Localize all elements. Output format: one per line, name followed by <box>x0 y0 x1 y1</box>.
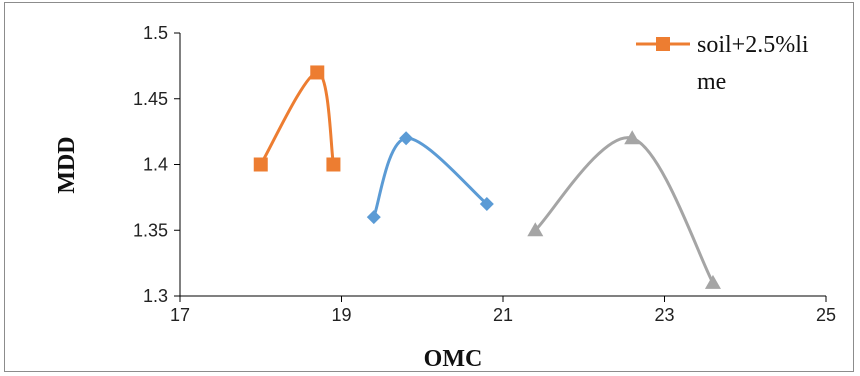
data-point-diamond <box>479 196 494 211</box>
series-layer <box>253 65 721 289</box>
data-point-square <box>326 157 341 172</box>
x-tick-label: 21 <box>493 305 513 325</box>
data-point-square <box>253 157 268 172</box>
legend-label-line-2: me <box>697 69 726 95</box>
y-tick-label: 1.35 <box>133 220 168 240</box>
x-tick-label: 25 <box>816 305 836 325</box>
y-tick-label: 1.4 <box>143 155 168 175</box>
series-2 <box>366 131 494 225</box>
data-point-triangle <box>527 222 544 237</box>
y-axis-title: MDD <box>54 136 80 193</box>
y-tick-label: 1.5 <box>143 23 168 43</box>
x-tick-label: 19 <box>331 305 351 325</box>
y-tick-label: 1.3 <box>143 286 168 306</box>
y-tick-group: 1.3 1.35 1.4 1.45 1.5 <box>133 23 180 306</box>
x-axis-title: OMC <box>424 346 483 372</box>
series-line <box>372 136 488 218</box>
x-tick-group: 17 19 21 23 25 <box>170 296 836 325</box>
data-point-square <box>310 65 325 80</box>
legend-square-marker <box>656 37 670 51</box>
data-point-diamond <box>399 131 414 146</box>
axes <box>179 33 826 297</box>
series-line <box>259 70 335 166</box>
data-point-triangle <box>624 130 641 145</box>
data-point-diamond <box>366 210 381 225</box>
data-point-triangle <box>704 274 721 289</box>
x-tick-label: 23 <box>654 305 674 325</box>
x-tick-label: 17 <box>170 305 190 325</box>
chart-frame <box>4 2 854 372</box>
series-3 <box>527 130 721 289</box>
y-tick-label: 1.45 <box>133 89 168 109</box>
legend: soil+2.5%li me <box>636 32 809 95</box>
legend-label-line-1: soil+2.5%li <box>697 32 809 58</box>
series-line <box>534 136 715 284</box>
series-1 <box>253 65 341 172</box>
